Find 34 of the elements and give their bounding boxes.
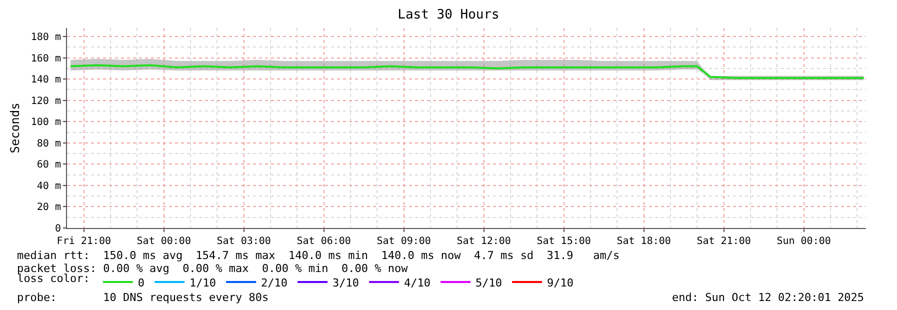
y-tick-label: 180 m: [30, 32, 61, 44]
text: packet loss: 0.00 % avg 0.00 % max 0.00 % min 0.00 % now: [17, 262, 408, 275]
y-tick-label: 80 m: [36, 138, 61, 150]
x-tick-label: Sat 06:00: [296, 236, 351, 247]
chart-title: Last 30 Hours: [398, 7, 500, 22]
y-tick-label: 40 m: [36, 180, 61, 192]
y-tick-label: 160 m: [30, 53, 61, 64]
x-tick-label: Sat 18:00: [616, 236, 671, 247]
text: median rtt: 150.0 ms avg 154.7 ms max 140.0 ms min 140.0 ms now 4.7 ms sd 31.9 am/s: [17, 249, 620, 262]
text: end: Sun Oct 12 02:20:01 2025: [672, 291, 864, 304]
y-axis-title: Seconds: [8, 102, 22, 154]
x-tick-label: Sat 21:00: [696, 236, 751, 247]
legend-label: 3/10: [332, 276, 360, 290]
y-tick-label: 0: [54, 224, 61, 234]
y-tick-label: 20 m: [36, 202, 61, 214]
y-tick-label: 100 m: [30, 117, 61, 128]
legend-label: 5/10: [476, 276, 502, 290]
line-series: [70, 64, 865, 79]
y-tick-label: 120 m: [30, 96, 61, 107]
y-tick-label: 60 m: [36, 160, 61, 171]
x-tick-label: Sat 03:00: [216, 236, 271, 247]
legend-label: 4/10: [404, 276, 431, 290]
x-tick-label: Fri 21:00: [56, 236, 111, 247]
legend-label: 0: [138, 276, 145, 290]
legend-label: 9/10: [547, 276, 574, 290]
x-tick-label: Sun 00:00: [776, 236, 831, 247]
legend-label: 2/10: [261, 276, 288, 290]
x-tick-label: Sat 12:00: [456, 236, 511, 247]
x-tick-label: Sat 00:00: [136, 236, 191, 247]
text: probe: 10 DNS requests every 80s: [17, 291, 269, 304]
x-tick-label: Sat 09:00: [376, 236, 431, 247]
legend-label: 1/10: [190, 276, 216, 290]
y-tick-label: 140 m: [30, 74, 61, 86]
x-tick-label: Sat 15:00: [536, 236, 591, 247]
